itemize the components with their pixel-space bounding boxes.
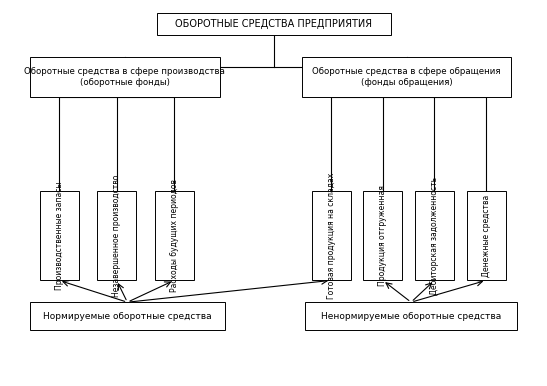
Text: ОБОРОТНЫЕ СРЕДСТВА ПРЕДПРИЯТИЯ: ОБОРОТНЫЕ СРЕДСТВА ПРЕДПРИЯТИЯ (175, 19, 372, 29)
Text: Готовая продукция на складах: Готовая продукция на складах (327, 173, 336, 299)
FancyBboxPatch shape (363, 191, 402, 280)
FancyBboxPatch shape (155, 191, 194, 280)
Text: Расходы будущих периодов: Расходы будущих периодов (170, 179, 179, 292)
FancyBboxPatch shape (312, 191, 351, 280)
FancyBboxPatch shape (39, 191, 79, 280)
Text: Денежные средства: Денежные средства (482, 195, 491, 277)
FancyBboxPatch shape (30, 57, 220, 97)
Text: Продукция отгруженная: Продукция отгруженная (379, 185, 387, 286)
FancyBboxPatch shape (415, 191, 454, 280)
Text: Ненормируемые оборотные средства: Ненормируемые оборотные средства (321, 312, 501, 321)
Text: Дебиторская задолженность: Дебиторская задолженность (430, 177, 439, 295)
Text: Оборотные средства в сфере обращения
(фонды обращения): Оборотные средства в сфере обращения (фо… (312, 67, 501, 86)
FancyBboxPatch shape (156, 13, 391, 35)
Text: Производственные запасы: Производственные запасы (55, 181, 63, 290)
FancyBboxPatch shape (30, 302, 225, 330)
Text: Оборотные средства в сфере производства
(оборотные фонды): Оборотные средства в сфере производства … (25, 67, 225, 86)
FancyBboxPatch shape (467, 191, 505, 280)
FancyBboxPatch shape (302, 57, 511, 97)
Text: Незавершенное производство: Незавершенное производство (112, 174, 121, 297)
FancyBboxPatch shape (305, 302, 517, 330)
Text: Нормируемые оборотные средства: Нормируемые оборотные средства (43, 312, 212, 321)
FancyBboxPatch shape (97, 191, 136, 280)
